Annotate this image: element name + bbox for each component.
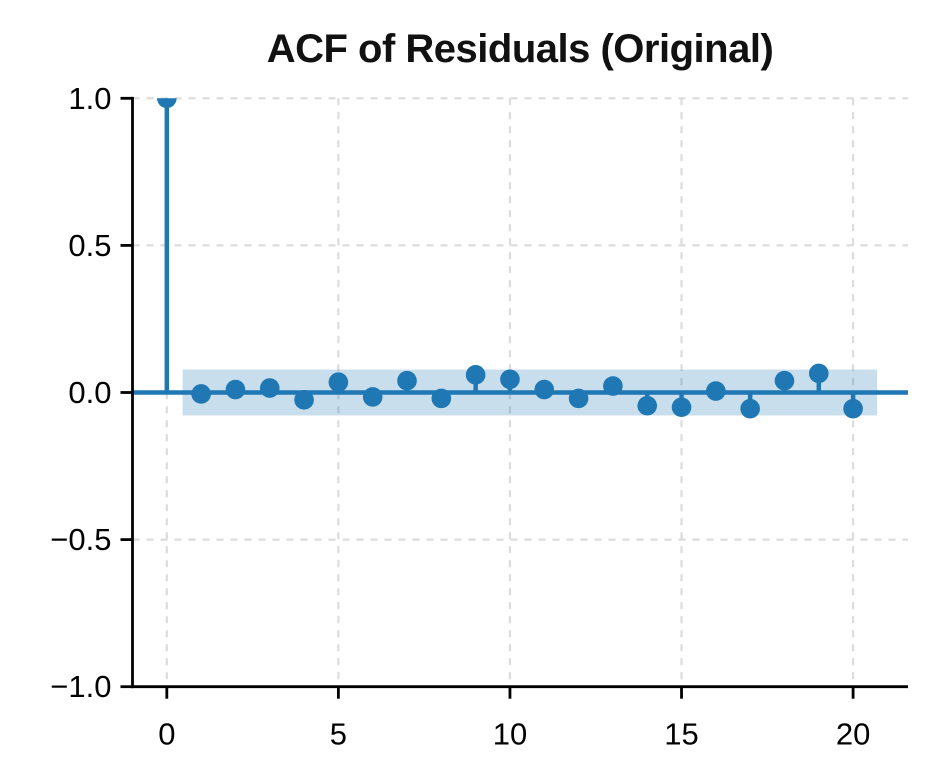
stem-markers bbox=[157, 98, 863, 419]
marker-lag-14 bbox=[637, 395, 658, 416]
marker-lag-5 bbox=[328, 372, 349, 393]
marker-lag-2 bbox=[225, 379, 246, 400]
y-tick-label-1: 1.0 bbox=[68, 81, 111, 116]
marker-lag-20 bbox=[843, 398, 863, 419]
marker-lag-0 bbox=[157, 98, 177, 109]
marker-lag-12 bbox=[568, 388, 589, 409]
x-tick-label-15: 15 bbox=[664, 717, 698, 752]
marker-lag-18 bbox=[774, 370, 795, 391]
x-tick-labels: 0 5 10 15 20 bbox=[158, 717, 870, 752]
y-tick-label--0.5: −0.5 bbox=[50, 522, 111, 557]
x-tick-label-0: 0 bbox=[158, 717, 175, 752]
y-tick-label-0.5: 0.5 bbox=[68, 228, 111, 263]
marker-lag-3 bbox=[259, 378, 280, 398]
chart-title: ACF of Residuals (Original) bbox=[267, 27, 774, 71]
marker-lag-8 bbox=[431, 388, 452, 409]
x-tick-label-5: 5 bbox=[330, 717, 347, 752]
marker-lag-7 bbox=[397, 370, 417, 391]
y-tick-labels: 1.0 0.5 0.0 −0.5 −1.0 bbox=[50, 81, 111, 704]
marker-lag-6 bbox=[362, 387, 383, 407]
marker-lag-13 bbox=[603, 376, 623, 396]
marker-lag-17 bbox=[740, 398, 760, 419]
x-tick-label-20: 20 bbox=[836, 717, 870, 752]
tick-marks bbox=[120, 96, 855, 699]
marker-lag-1 bbox=[191, 384, 211, 404]
y-tick-label-0: 0.0 bbox=[68, 375, 111, 410]
marker-lag-9 bbox=[465, 365, 486, 385]
marker-lag-19 bbox=[808, 363, 829, 384]
marker-lag-16 bbox=[706, 381, 726, 401]
x-tick-label-10: 10 bbox=[493, 717, 527, 752]
marker-lag-15 bbox=[671, 397, 692, 418]
marker-lag-11 bbox=[534, 379, 555, 400]
marker-lag-10 bbox=[500, 369, 520, 390]
marker-lag-4 bbox=[294, 390, 314, 410]
y-tick-label--1: −1.0 bbox=[50, 669, 111, 704]
